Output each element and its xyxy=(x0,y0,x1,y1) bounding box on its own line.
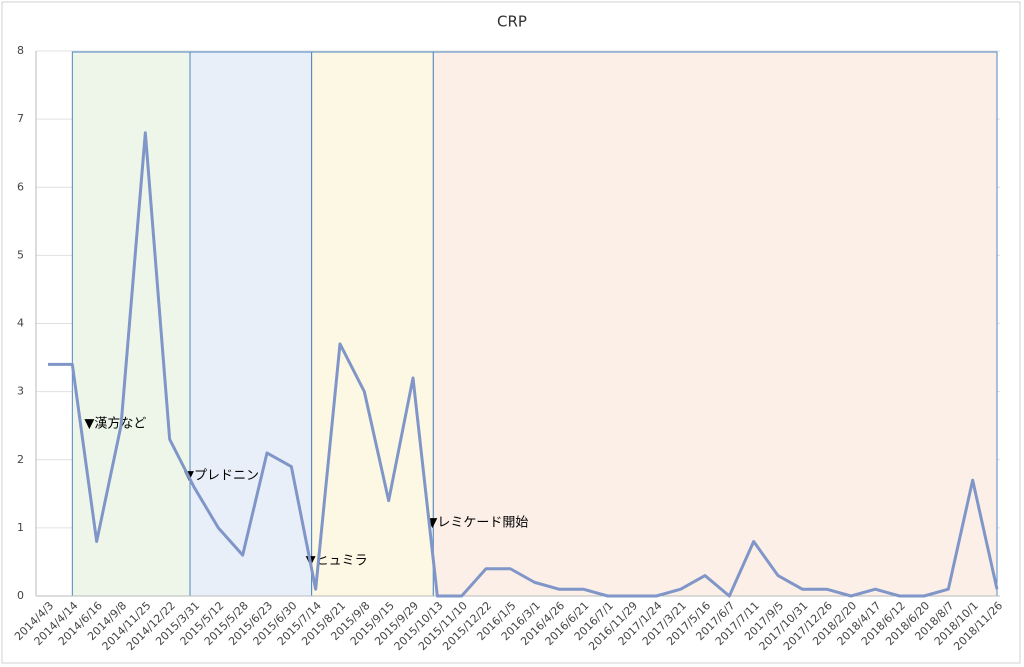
band xyxy=(432,51,998,597)
band xyxy=(189,51,313,597)
y-tick-label: 0 xyxy=(17,589,24,602)
data-line xyxy=(48,131,999,598)
chart-title: CRP xyxy=(497,13,527,31)
y-tick-label: 8 xyxy=(17,44,24,57)
y-tick-label: 6 xyxy=(17,180,24,193)
y-tick-label: 4 xyxy=(17,317,24,330)
annotation: ▼プレドニン xyxy=(184,469,259,484)
y-tick-label: 2 xyxy=(17,453,24,466)
y-tick-label: 1 xyxy=(17,521,24,534)
band xyxy=(71,51,191,597)
annotation: ▼レミケード開始 xyxy=(427,516,528,531)
y-tick-label: 7 xyxy=(17,112,24,125)
annotation: ▼ヒュミラ xyxy=(306,554,368,569)
band xyxy=(311,51,434,597)
y-tick-label: 5 xyxy=(17,248,24,261)
annotation: ▼漢方など xyxy=(84,416,146,432)
y-tick-label: 3 xyxy=(17,385,24,398)
